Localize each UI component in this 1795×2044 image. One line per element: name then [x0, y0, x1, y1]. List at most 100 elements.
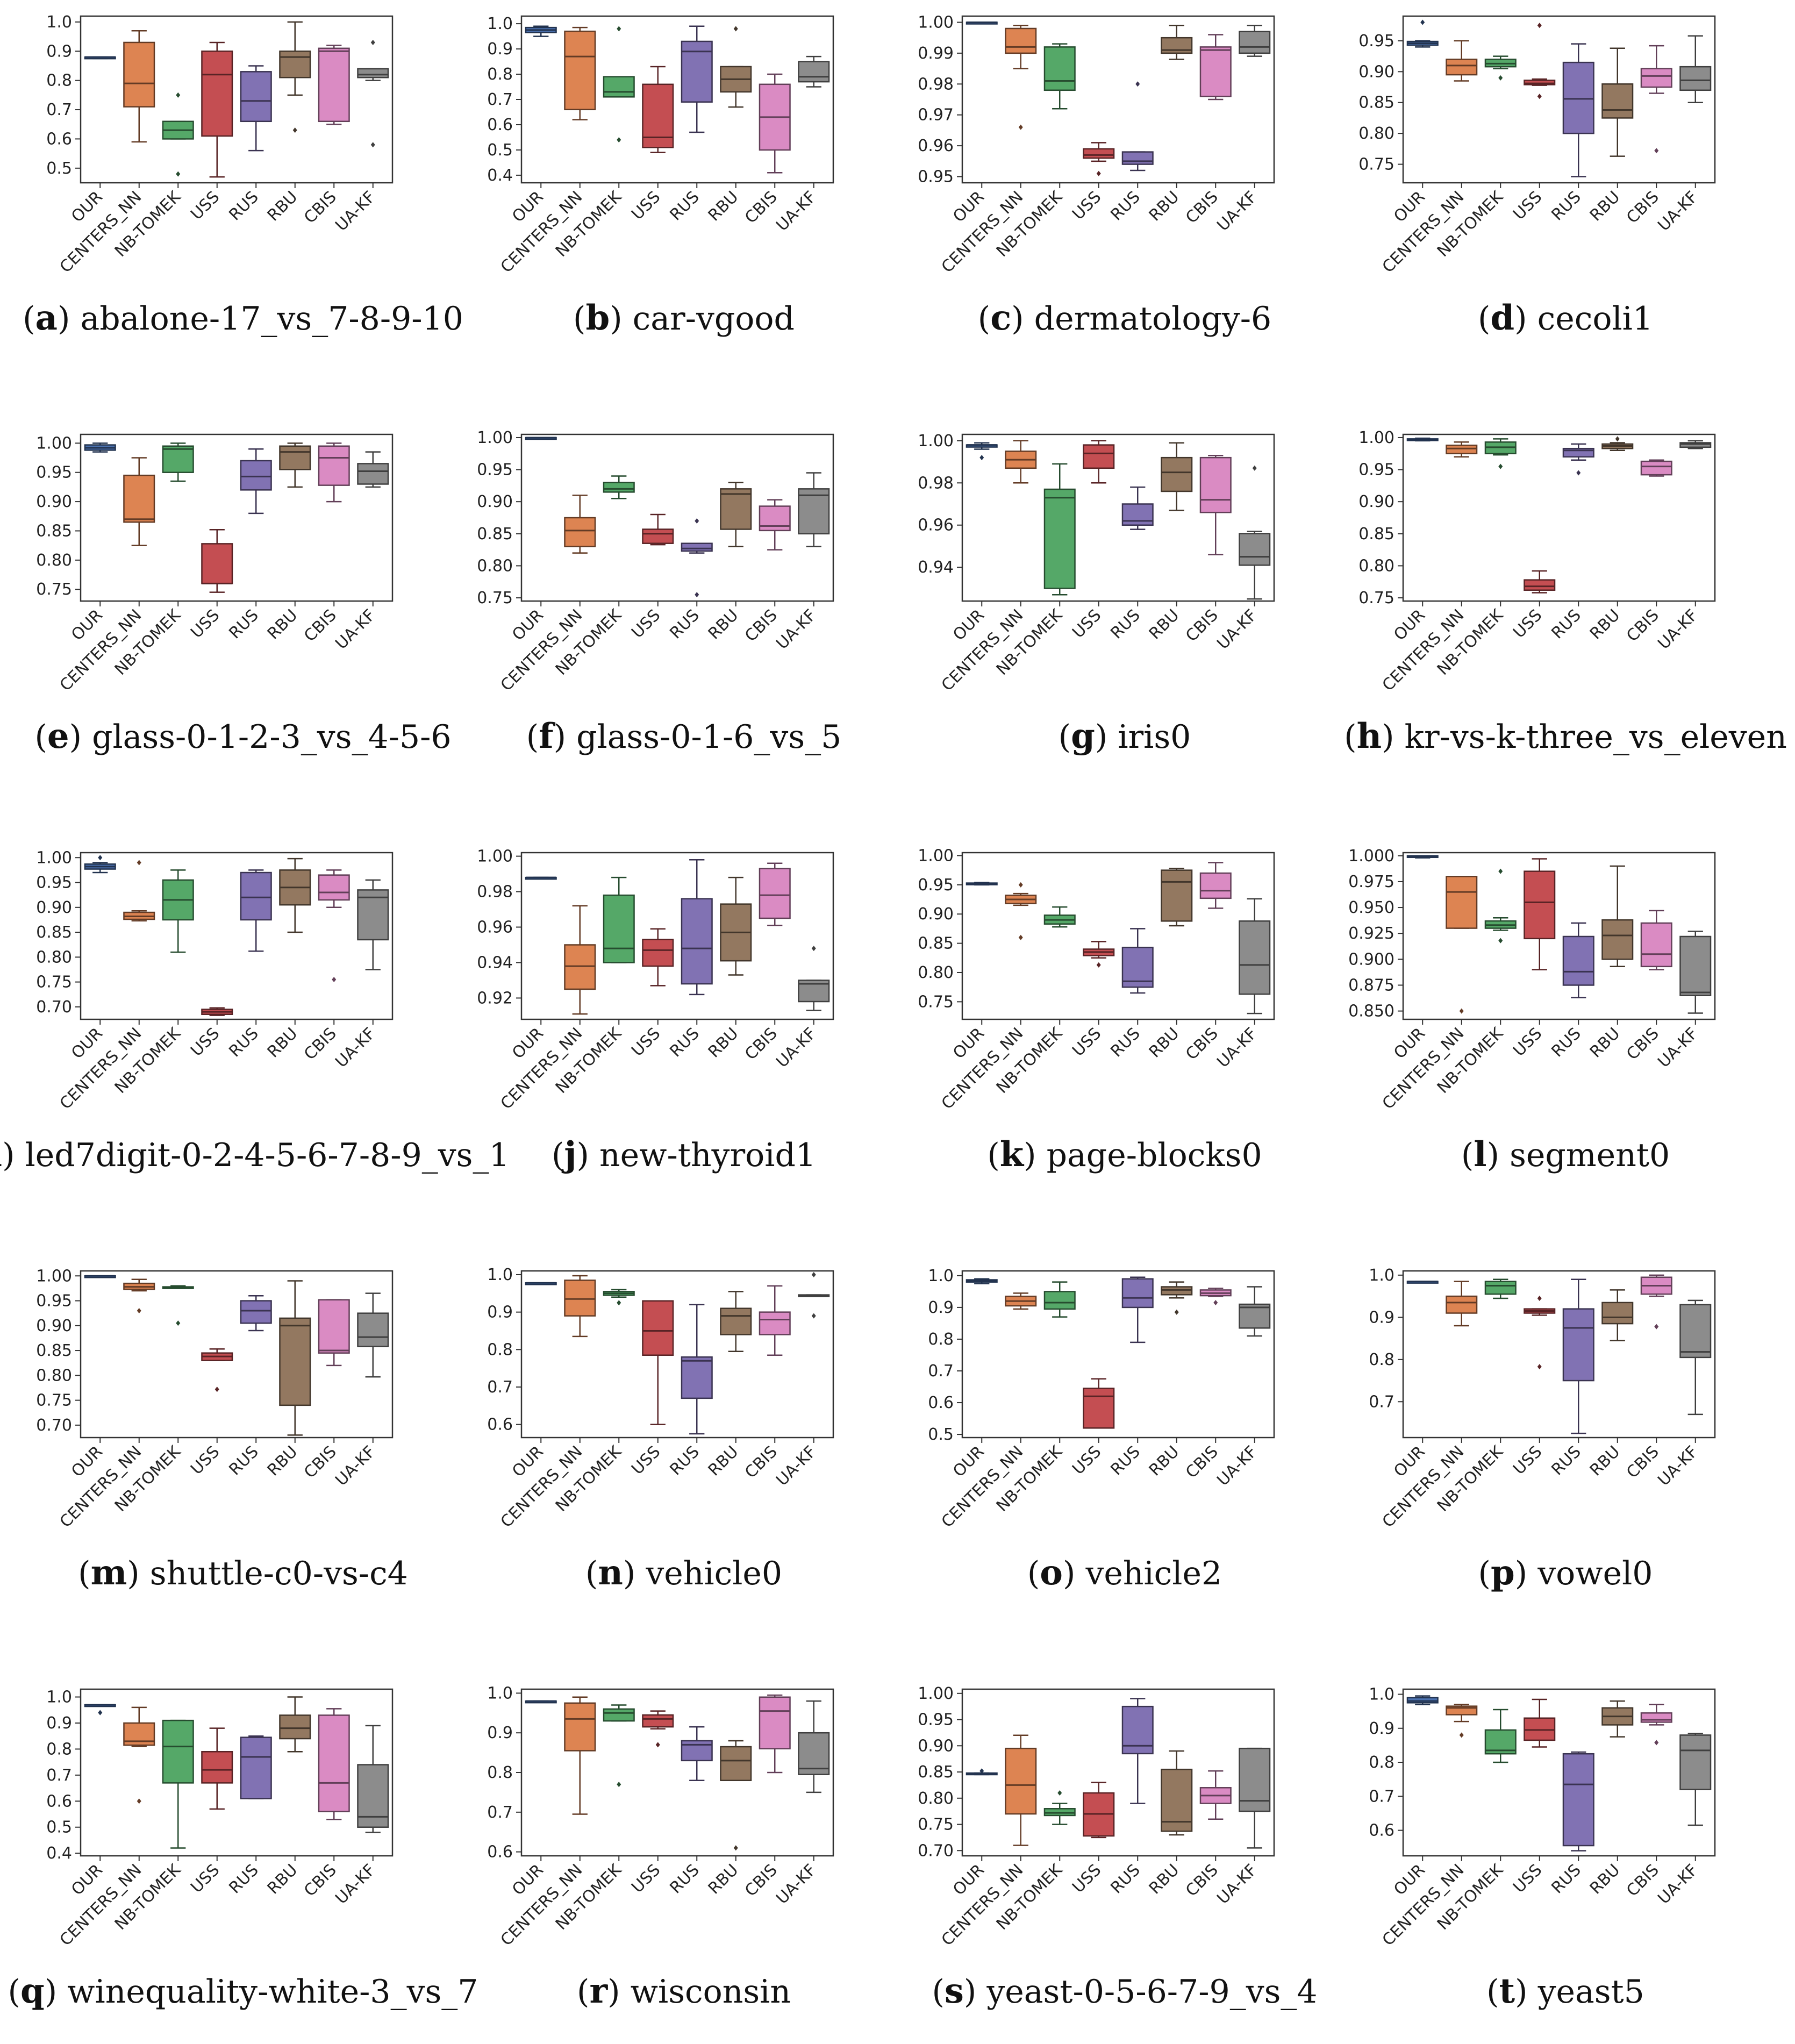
box-nb-tomek: [603, 894, 635, 963]
x-tick-label: USS: [187, 606, 223, 642]
caption-paren: ): [554, 718, 576, 756]
x-tick-label: RBU: [705, 188, 742, 225]
box-ua-kf: [357, 1312, 389, 1347]
caption-paren: ): [964, 1973, 986, 2011]
dataset-name: kr-vs-k-three_vs_eleven: [1405, 718, 1787, 756]
caption-paren: ): [58, 300, 80, 338]
y-tick-label: 0.92: [477, 989, 513, 1007]
y-tick-label: 1.0: [928, 1267, 954, 1285]
y-tick-label: 0.80: [918, 963, 954, 982]
caption-letter: m: [91, 1553, 127, 1593]
outlier-point: [1096, 962, 1101, 968]
caption-paren: (: [1478, 1555, 1491, 1592]
caption-paren: (: [585, 1555, 598, 1592]
x-tick-label: RBU: [1586, 188, 1624, 225]
caption-letter: f: [539, 716, 555, 756]
box-rus: [240, 1736, 272, 1799]
y-tick-label: 0.80: [918, 1789, 954, 1808]
x-tick-label: RBU: [705, 606, 742, 644]
box-cbis: [1640, 460, 1672, 476]
box-rus: [1121, 503, 1154, 526]
caption-paren: ): [577, 1137, 599, 1174]
panel-caption: (a) abalone-17_vs_7-8-9-10: [23, 298, 463, 338]
outlier-point: [98, 1710, 103, 1716]
caption-paren: ): [1095, 718, 1118, 756]
caption-paren: ): [1024, 1137, 1046, 1174]
panel-h: 0.750.800.850.900.951.00OURCENTERS_NNNB-…: [1344, 428, 1787, 756]
y-tick-label: 0.98: [918, 75, 954, 94]
y-tick-label: 0.8: [1369, 1753, 1394, 1772]
outlier-point: [176, 1320, 181, 1326]
caption-letter: g: [1071, 716, 1095, 756]
x-tick-label: RUS: [1548, 1024, 1584, 1061]
box-cbis: [1640, 922, 1672, 968]
plot-frame: [80, 852, 394, 1020]
y-tick-label: 0.8: [928, 1330, 954, 1349]
x-tick-label: USS: [1510, 606, 1546, 642]
x-tick-label: RUS: [666, 1442, 703, 1479]
y-tick-label: 0.85: [918, 1763, 954, 1782]
box-cbis: [318, 1714, 350, 1812]
box-nb-tomek: [1484, 1281, 1517, 1295]
x-tick-label: RBU: [264, 188, 302, 225]
outlier-point: [617, 1782, 621, 1788]
y-tick-label: 1.000: [1348, 847, 1394, 866]
y-tick-label: 0.95: [36, 463, 72, 482]
y-tick-label: 0.7: [487, 1378, 513, 1397]
y-tick-label: 0.90: [477, 492, 513, 511]
box-rbu: [1601, 83, 1634, 119]
box-ua-kf: [1679, 66, 1712, 91]
box-ua-kf: [1239, 31, 1271, 54]
box-centers_nn: [564, 944, 596, 990]
panel-l: 0.8500.8750.9000.9250.9500.9751.000OURCE…: [1348, 847, 1716, 1175]
x-tick-label: UA-KF: [332, 1861, 379, 1908]
box-cbis: [759, 1696, 791, 1749]
x-tick-label: RBU: [1586, 1442, 1624, 1480]
dataset-name: car-vgood: [633, 300, 795, 338]
y-tick-label: 0.7: [46, 101, 72, 119]
outlier-point: [1654, 1740, 1659, 1746]
box-rbu: [279, 1714, 311, 1740]
panel-caption: (l) segment0: [1461, 1134, 1670, 1175]
y-tick-label: 0.8: [46, 72, 72, 90]
outlier-point: [695, 518, 699, 524]
y-tick-label: 0.70: [36, 1416, 72, 1435]
outlier-point: [1018, 882, 1023, 888]
box-rbu: [720, 1746, 752, 1782]
x-tick-label: RBU: [705, 1861, 742, 1898]
caption-paren: (: [23, 300, 35, 338]
y-tick-label: 0.90: [36, 1317, 72, 1335]
box-cbis: [318, 445, 350, 486]
y-tick-label: 0.9: [46, 1714, 72, 1733]
y-tick-label: 1.00: [918, 1684, 954, 1703]
y-tick-label: 0.85: [36, 1341, 72, 1360]
box-rbu: [1161, 869, 1193, 922]
outlier-point: [1498, 938, 1503, 944]
caption-paren: (: [78, 1555, 90, 1592]
y-tick-label: 0.9: [1369, 1719, 1394, 1738]
outlier-point: [1135, 81, 1140, 87]
box-rbu: [279, 1317, 311, 1406]
dataset-name: wisconsin: [631, 1973, 791, 2011]
outlier-point: [617, 26, 621, 32]
x-tick-label: USS: [1069, 1861, 1105, 1897]
y-tick-label: 0.7: [1369, 1787, 1394, 1806]
caption-paren: (: [987, 1137, 999, 1174]
box-centers_nn: [1446, 876, 1478, 929]
box-centers_nn: [564, 517, 596, 547]
x-tick-label: RUS: [1107, 188, 1143, 224]
box-rbu: [1601, 1302, 1634, 1325]
y-tick-label: 0.70: [918, 1841, 954, 1860]
box-ua-kf: [1679, 935, 1712, 996]
y-tick-label: 0.75: [918, 992, 954, 1011]
y-tick-label: 0.975: [1348, 873, 1394, 891]
x-tick-label: USS: [1069, 188, 1105, 224]
y-tick-label: 0.95: [36, 1292, 72, 1311]
dataset-name: segment0: [1510, 1137, 1670, 1174]
box-ua-kf: [1679, 1734, 1712, 1790]
dataset-name: vehicle2: [1085, 1555, 1222, 1592]
plot-frame: [1402, 852, 1716, 1020]
y-tick-label: 0.95: [1358, 461, 1394, 480]
outlier-point: [1018, 934, 1023, 940]
